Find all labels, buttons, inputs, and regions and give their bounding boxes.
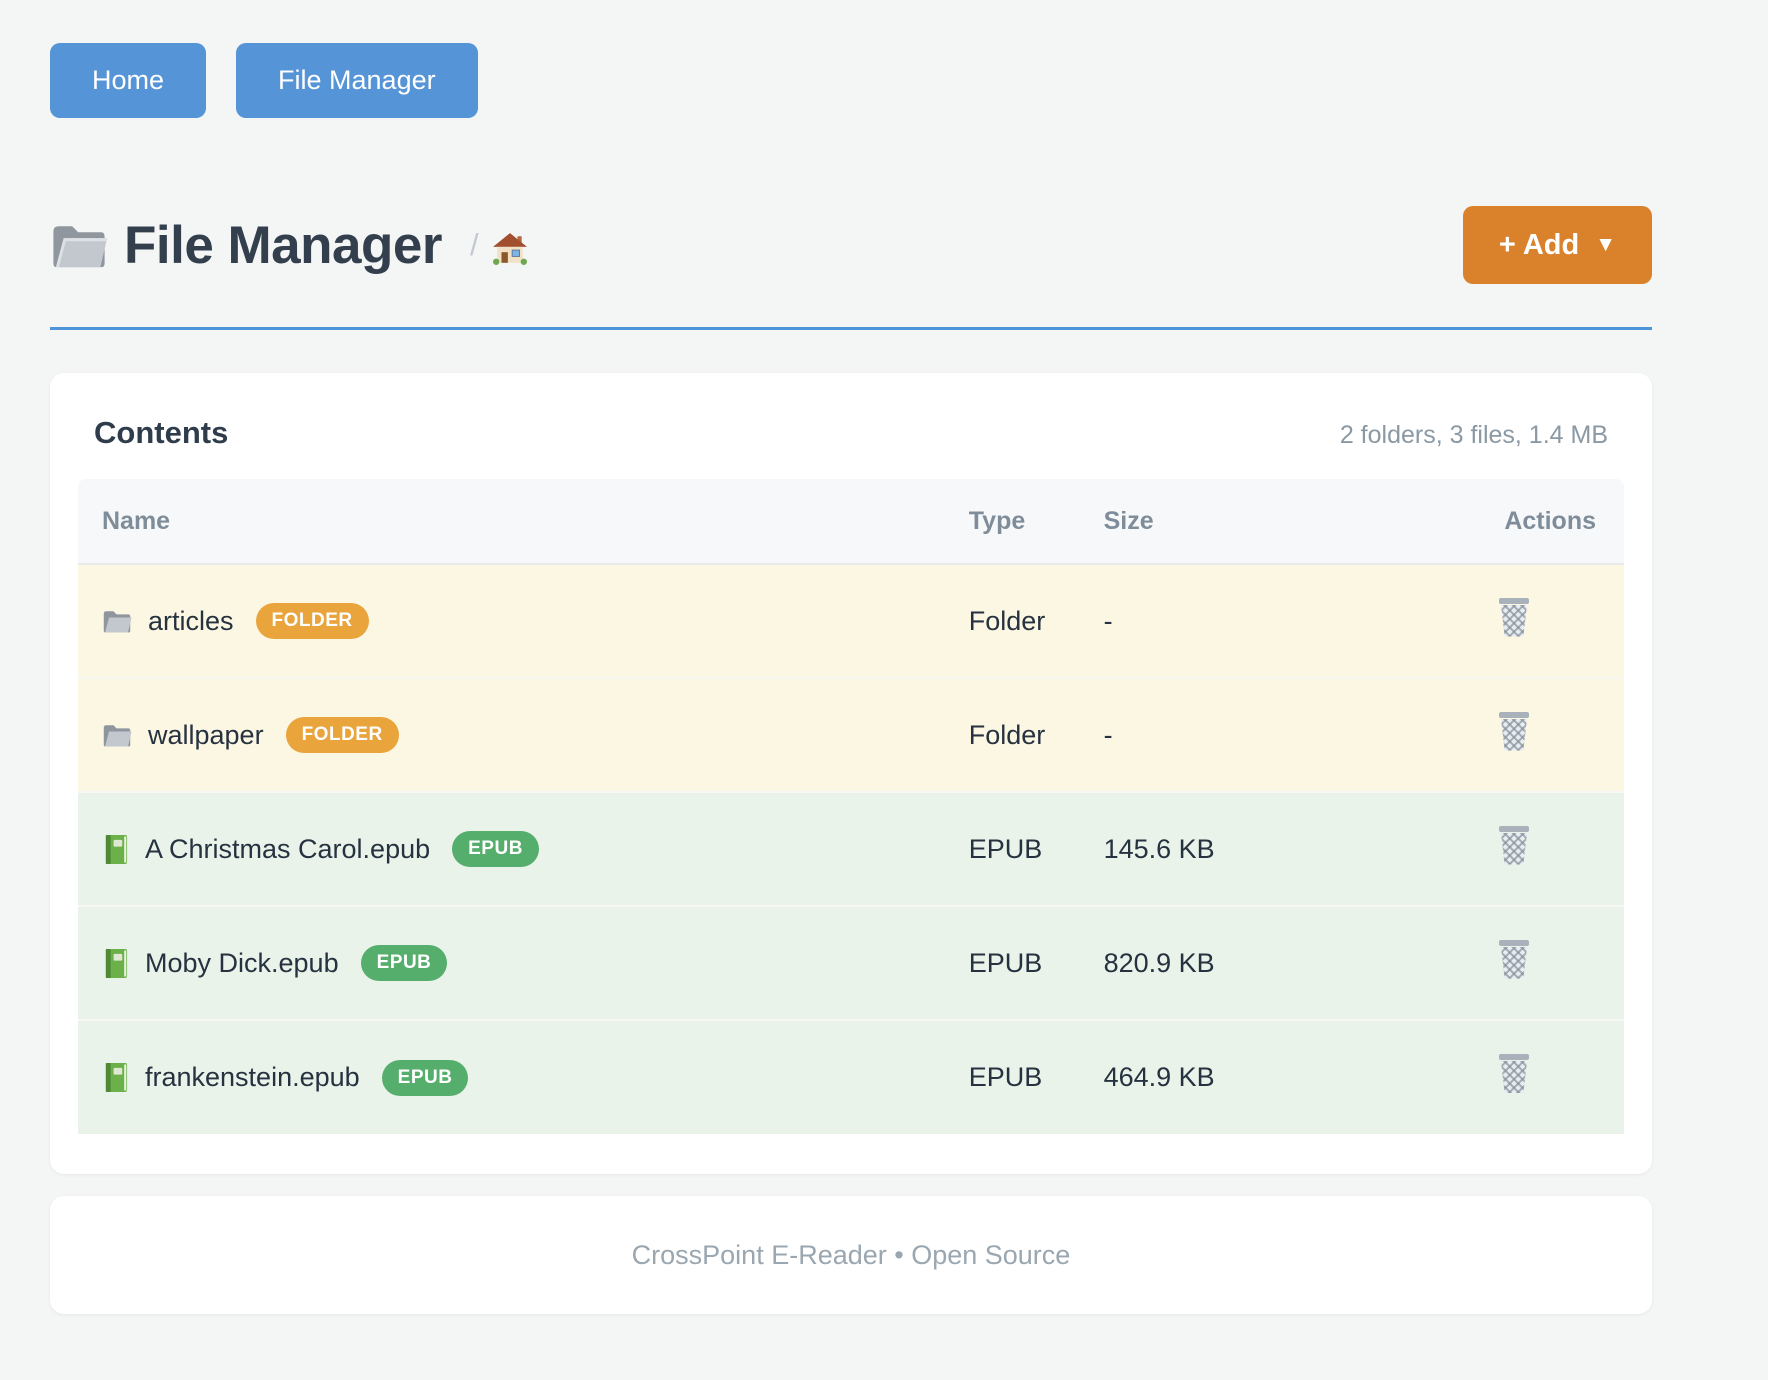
book-icon — [105, 1063, 128, 1092]
delete-button[interactable] — [1497, 711, 1531, 752]
delete-button[interactable] — [1497, 1054, 1531, 1094]
trash-icon — [1497, 1054, 1531, 1094]
delete-button[interactable] — [1497, 597, 1531, 638]
item-type: EPUB — [968, 792, 1104, 907]
table-header-row: Name Type Size Actions — [78, 479, 1624, 565]
epub-badge: EPUB — [360, 945, 448, 981]
item-size: 145.6 KB — [1103, 792, 1478, 907]
table-row: articles FOLDER Folder - — [78, 564, 1624, 679]
item-size: 820.9 KB — [1103, 906, 1478, 1021]
folder-badge: FOLDER — [285, 717, 399, 753]
trash-icon — [1497, 711, 1531, 752]
item-type: EPUB — [968, 1020, 1104, 1134]
item-size: 464.9 KB — [1103, 1020, 1478, 1134]
folder-icon — [103, 725, 132, 747]
item-size: - — [1103, 678, 1478, 793]
item-name[interactable]: frankenstein.epub — [145, 1062, 360, 1092]
page: Home File Manager File Manager / + Add ▼ — [50, 0, 1652, 1314]
item-type: Folder — [968, 564, 1104, 679]
footer-card: CrossPoint E-Reader • Open Source — [50, 1196, 1652, 1314]
book-icon — [105, 948, 128, 978]
folder-badge: FOLDER — [255, 603, 369, 639]
trash-icon — [1497, 825, 1531, 866]
column-header-size: Size — [1103, 479, 1478, 565]
file-manager-button[interactable]: File Manager — [236, 43, 478, 118]
item-type: Folder — [968, 678, 1104, 793]
delete-button[interactable] — [1497, 939, 1531, 980]
trash-icon — [1497, 939, 1531, 980]
book-icon — [105, 834, 128, 864]
folder-icon — [103, 611, 132, 633]
item-type: EPUB — [968, 906, 1104, 1021]
add-button-label: + Add — [1498, 228, 1580, 261]
contents-heading: Contents — [94, 415, 229, 450]
table-row: frankenstein.epub EPUB EPUB 464.9 KB — [78, 1020, 1624, 1134]
home-button[interactable]: Home — [50, 43, 207, 118]
page-title: File Manager — [124, 215, 442, 275]
item-name[interactable]: A Christmas Carol.epub — [145, 833, 431, 864]
table-row: A Christmas Carol.epub EPUB EPUB 145.6 K… — [78, 792, 1624, 907]
epub-badge: EPUB — [452, 831, 539, 867]
item-name[interactable]: articles — [148, 605, 234, 636]
column-header-type: Type — [968, 479, 1104, 565]
item-size: - — [1103, 564, 1478, 679]
top-nav: Home File Manager — [50, 0, 1652, 118]
title-underline — [50, 327, 1652, 330]
file-table: Name Type Size Actions articles FOLDER — [78, 479, 1624, 1134]
folder-icon — [53, 226, 108, 268]
item-name[interactable]: wallpaper — [148, 719, 264, 750]
column-header-name: Name — [78, 479, 969, 565]
footer-text: CrossPoint E-Reader • Open Source — [631, 1239, 1071, 1270]
table-row: Moby Dick.epub EPUB EPUB 820.9 KB — [78, 906, 1624, 1021]
contents-summary: 2 folders, 3 files, 1.4 MB — [1339, 421, 1608, 449]
caret-down-icon: ▼ — [1595, 233, 1616, 256]
contents-card: Contents 2 folders, 3 files, 1.4 MB Name… — [50, 373, 1652, 1174]
column-header-actions: Actions — [1477, 479, 1624, 565]
table-row: wallpaper FOLDER Folder - — [78, 678, 1624, 793]
page-header: File Manager / + Add ▼ — [50, 206, 1652, 284]
epub-badge: EPUB — [381, 1059, 469, 1096]
trash-icon — [1497, 597, 1531, 638]
item-name[interactable]: Moby Dick.epub — [145, 947, 339, 978]
delete-button[interactable] — [1497, 825, 1531, 866]
add-button[interactable]: + Add ▼ — [1462, 206, 1652, 284]
house-icon[interactable] — [492, 232, 527, 266]
breadcrumb-separator: / — [469, 227, 479, 262]
